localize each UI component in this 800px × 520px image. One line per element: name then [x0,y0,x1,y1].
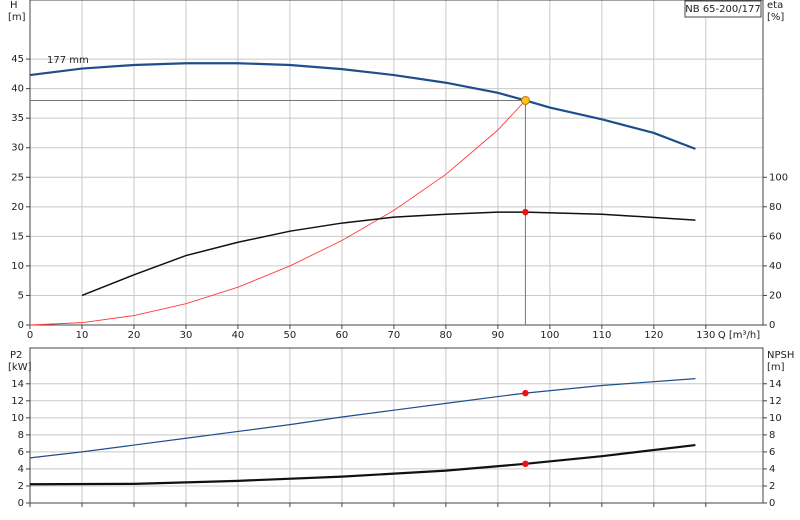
y2-tick-label: 0 [769,498,775,509]
y2-tick-label: 20 [769,290,782,301]
y-tick-label: 8 [18,430,24,441]
x-tick-label: 70 [388,330,401,341]
y-tick-label: 12 [11,396,24,407]
y2-tick-label: 8 [769,430,775,441]
y-tick-label: 14 [11,379,24,390]
y2-tick-label: 80 [769,202,782,213]
x-tick-label: 130 [696,330,715,341]
y2-tick-label: 40 [769,261,782,272]
plot-frame [29,347,764,504]
x-axis-label: Q [m³/h] [718,330,760,341]
y-tick-label: 0 [18,320,24,331]
x-tick-label: 10 [76,330,89,341]
y-tick-label: 4 [18,464,24,475]
y2-axis-unit: [%] [767,12,784,23]
y2-tick-label: 4 [769,464,775,475]
y-axis-unit: [m] [8,12,26,23]
y-axis-unit: [kW] [8,362,32,373]
x-tick-label: 80 [440,330,453,341]
x-tick-label: 20 [128,330,141,341]
x-tick-label: 120 [644,330,663,341]
series-line [29,100,526,326]
curve-annotation: 177 mm [47,55,89,66]
y-tick-label: 15 [11,231,24,242]
y2-tick-label: 6 [769,447,775,458]
y2-axis-label: NPSH [767,350,794,361]
x-tick-label: 90 [492,330,505,341]
y-tick-label: 30 [11,143,24,154]
y-tick-label: 5 [18,290,24,301]
title-box [684,0,762,18]
duty-point [522,460,529,468]
x-tick-label: 60 [336,330,349,341]
y-tick-label: 40 [11,84,24,95]
chart-title: NB 65-200/177 [685,4,760,15]
plot-frame [29,0,764,326]
series-line [29,443,696,486]
y-axis-label: H [10,0,18,11]
x-tick-label: 100 [540,330,559,341]
series-line [81,211,696,297]
y2-tick-label: 14 [769,379,782,390]
duty-point [520,95,530,105]
duty-point [522,389,529,397]
y2-axis-unit: [m] [767,362,785,373]
y-tick-label: 2 [18,481,24,492]
y2-tick-label: 10 [769,413,782,424]
x-tick-label: 40 [232,330,245,341]
y-tick-label: 45 [11,54,24,65]
y-tick-label: 6 [18,447,24,458]
y2-tick-label: 60 [769,231,782,242]
x-tick-label: 0 [27,330,33,341]
y-axis-label: P2 [10,350,22,361]
y2-axis-label: eta [767,0,783,11]
x-tick-label: 30 [180,330,193,341]
y-tick-label: 25 [11,172,24,183]
x-tick-label: 50 [284,330,297,341]
y-tick-label: 10 [11,413,24,424]
y-tick-label: 35 [11,113,24,124]
y-tick-label: 10 [11,261,24,272]
x-tick-label: 110 [592,330,611,341]
y-tick-label: 20 [11,202,24,213]
y2-tick-label: 0 [769,320,775,331]
duty-point [522,208,529,216]
y2-tick-label: 2 [769,481,775,492]
y2-tick-label: 12 [769,396,782,407]
y2-tick-label: 100 [769,172,788,183]
series-line [29,62,696,150]
y-tick-label: 0 [18,498,24,509]
